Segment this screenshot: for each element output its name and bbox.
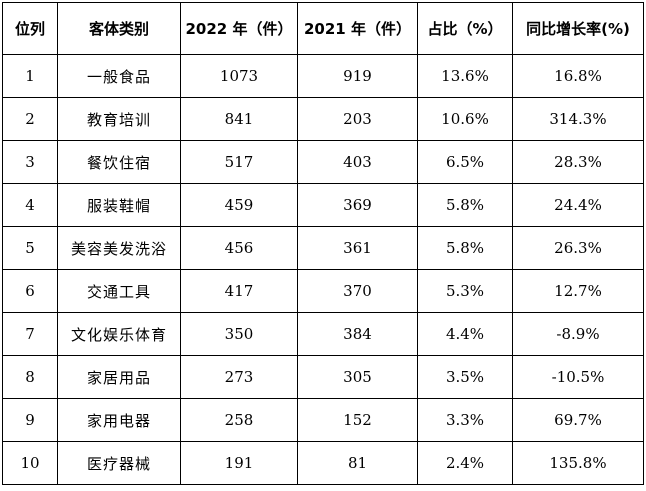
count-2021-cell: 370 (297, 269, 418, 313)
header-growth-rate: 同比增长率(%) (512, 2, 644, 55)
share-cell: 2.4% (417, 441, 513, 485)
share-cell: 5.8% (417, 183, 513, 227)
growth-cell: 135.8% (512, 441, 644, 485)
share-cell: 6.5% (417, 140, 513, 184)
rank-cell: 9 (2, 398, 58, 442)
rank-cell: 5 (2, 226, 58, 270)
count-2022-cell: 517 (180, 140, 298, 184)
growth-cell: 12.7% (512, 269, 644, 313)
rank-cell: 10 (2, 441, 58, 485)
category-cell: 文化娱乐体育 (57, 312, 181, 356)
count-2022-cell: 841 (180, 97, 298, 141)
header-2021-count: 2021 年（件） (297, 2, 418, 55)
table-row: 3 餐饮住宿 517 403 6.5% 28.3% (2, 140, 644, 184)
table-row: 9 家用电器 258 152 3.3% 69.7% (2, 398, 644, 442)
share-cell: 4.4% (417, 312, 513, 356)
rank-cell: 2 (2, 97, 58, 141)
growth-cell: 26.3% (512, 226, 644, 270)
count-2021-cell: 369 (297, 183, 418, 227)
count-2021-cell: 384 (297, 312, 418, 356)
table-row: 2 教育培训 841 203 10.6% 314.3% (2, 97, 644, 141)
category-cell: 家居用品 (57, 355, 181, 399)
growth-cell: 24.4% (512, 183, 644, 227)
count-2021-cell: 919 (297, 54, 418, 98)
table-row: 10 医疗器械 191 81 2.4% 135.8% (2, 441, 644, 485)
category-cell: 服装鞋帽 (57, 183, 181, 227)
growth-cell: 69.7% (512, 398, 644, 442)
count-2022-cell: 191 (180, 441, 298, 485)
count-2021-cell: 361 (297, 226, 418, 270)
table-row: 7 文化娱乐体育 350 384 4.4% -8.9% (2, 312, 644, 356)
count-2022-cell: 350 (180, 312, 298, 356)
count-2022-cell: 456 (180, 226, 298, 270)
count-2021-cell: 403 (297, 140, 418, 184)
table-row: 5 美容美发洗浴 456 361 5.8% 26.3% (2, 226, 644, 270)
share-cell: 3.3% (417, 398, 513, 442)
rank-cell: 7 (2, 312, 58, 356)
table-row: 6 交通工具 417 370 5.3% 12.7% (2, 269, 644, 313)
growth-cell: -8.9% (512, 312, 644, 356)
category-cell: 家用电器 (57, 398, 181, 442)
share-cell: 5.3% (417, 269, 513, 313)
header-category: 客体类别 (57, 2, 181, 55)
count-2021-cell: 81 (297, 441, 418, 485)
share-cell: 13.6% (417, 54, 513, 98)
count-2022-cell: 258 (180, 398, 298, 442)
category-cell: 医疗器械 (57, 441, 181, 485)
table-row: 4 服装鞋帽 459 369 5.8% 24.4% (2, 183, 644, 227)
header-row: 位列 客体类别 2022 年（件） 2021 年（件） 占比（%） 同比增长率(… (2, 2, 644, 55)
count-2021-cell: 305 (297, 355, 418, 399)
growth-cell: 28.3% (512, 140, 644, 184)
rank-cell: 8 (2, 355, 58, 399)
category-cell: 教育培训 (57, 97, 181, 141)
rank-cell: 1 (2, 54, 58, 98)
header-share: 占比（%） (417, 2, 513, 55)
header-rank: 位列 (2, 2, 58, 55)
share-cell: 10.6% (417, 97, 513, 141)
growth-cell: 16.8% (512, 54, 644, 98)
category-cell: 餐饮住宿 (57, 140, 181, 184)
share-cell: 3.5% (417, 355, 513, 399)
count-2022-cell: 459 (180, 183, 298, 227)
category-cell: 一般食品 (57, 54, 181, 98)
growth-cell: 314.3% (512, 97, 644, 141)
share-cell: 5.8% (417, 226, 513, 270)
count-2022-cell: 1073 (180, 54, 298, 98)
category-cell: 交通工具 (57, 269, 181, 313)
count-2022-cell: 273 (180, 355, 298, 399)
table-row: 8 家居用品 273 305 3.5% -10.5% (2, 355, 644, 399)
category-cell: 美容美发洗浴 (57, 226, 181, 270)
table-row: 1 一般食品 1073 919 13.6% 16.8% (2, 54, 644, 98)
ranking-table: 位列 客体类别 2022 年（件） 2021 年（件） 占比（%） 同比增长率(… (2, 2, 644, 485)
table-body: 1 一般食品 1073 919 13.6% 16.8% 2 教育培训 841 2… (2, 54, 644, 485)
header-2022-count: 2022 年（件） (180, 2, 298, 55)
rank-cell: 4 (2, 183, 58, 227)
count-2022-cell: 417 (180, 269, 298, 313)
rank-cell: 3 (2, 140, 58, 184)
rank-cell: 6 (2, 269, 58, 313)
count-2021-cell: 152 (297, 398, 418, 442)
growth-cell: -10.5% (512, 355, 644, 399)
count-2021-cell: 203 (297, 97, 418, 141)
table-header: 位列 客体类别 2022 年（件） 2021 年（件） 占比（%） 同比增长率(… (2, 2, 644, 55)
